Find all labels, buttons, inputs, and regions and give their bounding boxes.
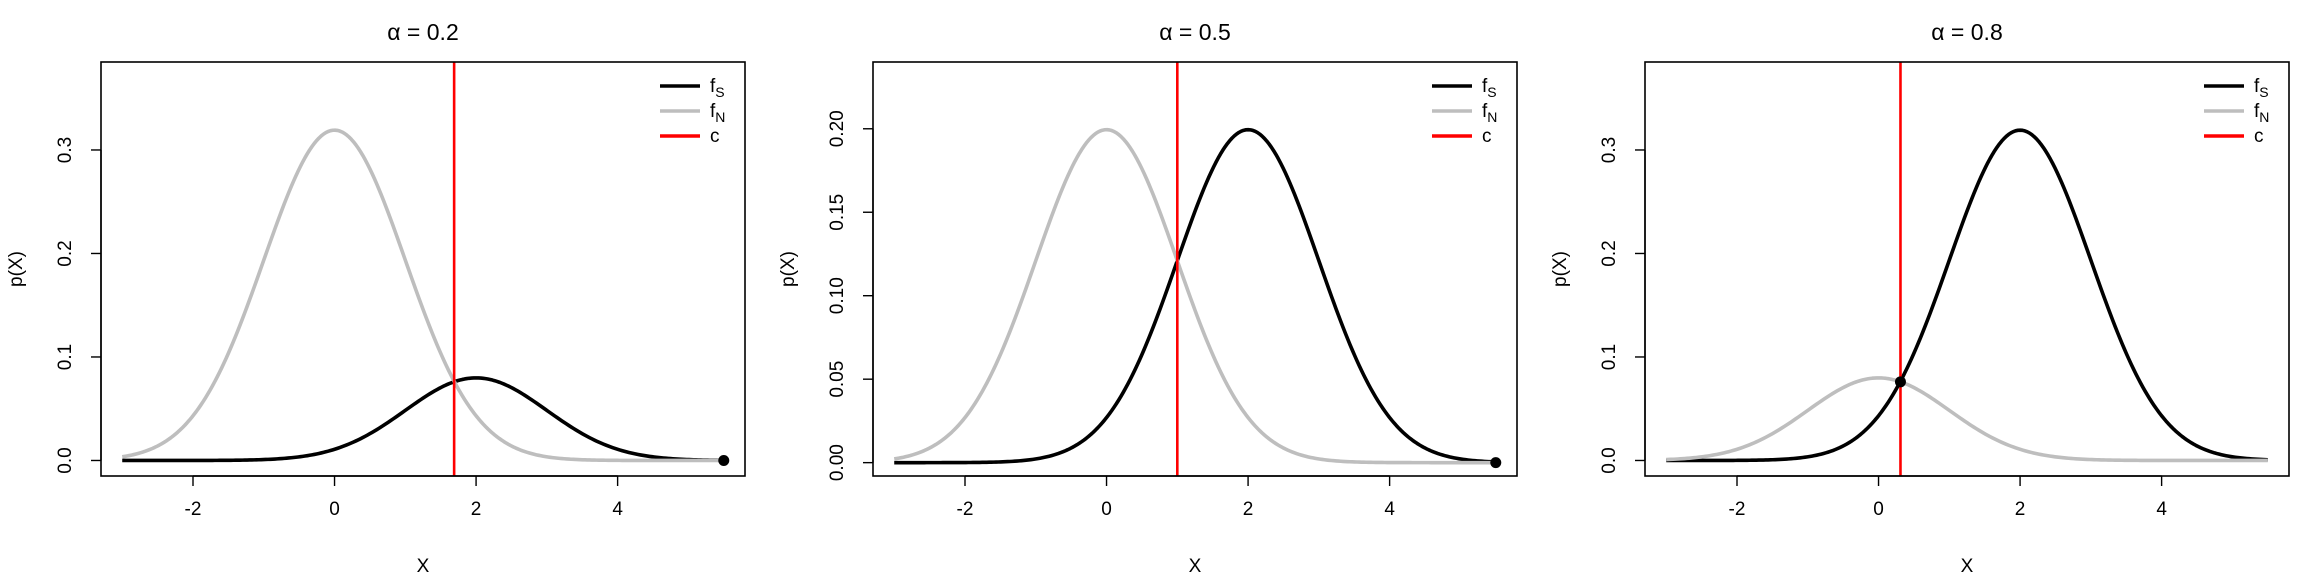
data-point-marker [1894, 376, 1906, 388]
legend-label: c [1482, 126, 1492, 147]
legend-label-subscript: N [715, 109, 725, 125]
x-tick-label: 2 [471, 499, 482, 520]
legend-label-subscript: S [1487, 84, 1496, 100]
chart-title: α = 0.8 [1931, 19, 2002, 45]
plot-frame [100, 61, 746, 477]
chart-title: α = 0.5 [1159, 19, 1230, 45]
legend-label-subscript: N [1487, 109, 1497, 125]
x-axis-label: X [1189, 556, 1202, 576]
legend-label-base: f [1482, 101, 1488, 122]
series-line-f-n [893, 127, 1496, 465]
series-line-f-s [894, 127, 1496, 465]
y-tick-label: 0.05 [827, 361, 848, 398]
x-tick-label: 0 [329, 499, 340, 520]
x-tick-label: 0 [1101, 499, 1112, 520]
x-axis-label: X [417, 556, 430, 576]
y-tick-label: 0.0 [55, 447, 76, 473]
y-axis-label: p(X) [778, 251, 799, 287]
y-tick-label: 0.00 [827, 444, 848, 481]
y-tick-label: 0.20 [827, 110, 848, 147]
x-tick-label: 4 [612, 499, 623, 520]
legend-label-base: f [2254, 76, 2260, 97]
data-point-marker [1490, 457, 1502, 469]
legend-label-base: f [2254, 101, 2260, 122]
plot-frame [1644, 61, 2290, 477]
legend-label-base: f [1482, 76, 1488, 97]
legend-label: fN [1482, 101, 1497, 125]
x-tick-label: 2 [1243, 499, 1254, 520]
legend-label: c [710, 126, 720, 147]
legend-label-base: f [710, 101, 716, 122]
legend-label: fS [2254, 76, 2269, 100]
y-tick-label: 0.10 [827, 277, 848, 314]
legend-label-subscript: N [2259, 109, 2269, 125]
legend-label: fN [710, 101, 725, 125]
legend-label-base: c [2254, 126, 2264, 147]
x-tick-label: 0 [1873, 499, 1884, 520]
series-line-f-s [122, 376, 724, 463]
legend-label-subscript: S [715, 84, 724, 100]
y-tick-label: 0.0 [1599, 447, 1620, 473]
y-axis-label: p(X) [1550, 251, 1571, 287]
legend-label-subscript: S [2259, 84, 2268, 100]
data-point-marker [718, 454, 730, 466]
x-tick-label: -2 [185, 499, 202, 520]
y-tick-label: 0.3 [1599, 137, 1620, 163]
x-tick-label: -2 [1729, 499, 1746, 520]
y-tick-label: 0.3 [55, 137, 76, 163]
chart-panel-2: α = 0.5 -2 0 2 4 X 0.00 0.05 0.10 0.15 0.20 p(X) fSf… [778, 19, 1518, 577]
x-tick-label: 2 [2015, 499, 2026, 520]
x-tick-label: 4 [1384, 499, 1395, 520]
legend-label: fS [1482, 76, 1497, 100]
y-axis-label: p(X) [6, 251, 27, 287]
series-line-f-s [1666, 128, 2268, 463]
y-tick-label: 0.2 [1599, 240, 1620, 266]
series-line-f-n [1666, 376, 2268, 463]
y-tick-label: 0.1 [55, 344, 76, 370]
x-tick-label: -2 [957, 499, 974, 520]
y-tick-label: 0.1 [1599, 344, 1620, 370]
x-tick-label: 4 [2156, 499, 2167, 520]
y-tick-label: 0.15 [827, 194, 848, 231]
chart-title: α = 0.2 [387, 19, 458, 45]
x-axis-label: X [1961, 556, 1974, 576]
legend-label-base: c [1482, 126, 1492, 147]
legend-label-base: f [710, 76, 716, 97]
y-tick-label: 0.2 [55, 240, 76, 266]
legend-label: fS [710, 76, 725, 100]
series-line-f-n [121, 128, 724, 463]
legend-label: fN [2254, 101, 2269, 125]
legend-label: c [2254, 126, 2264, 147]
legend-label-base: c [710, 126, 720, 147]
